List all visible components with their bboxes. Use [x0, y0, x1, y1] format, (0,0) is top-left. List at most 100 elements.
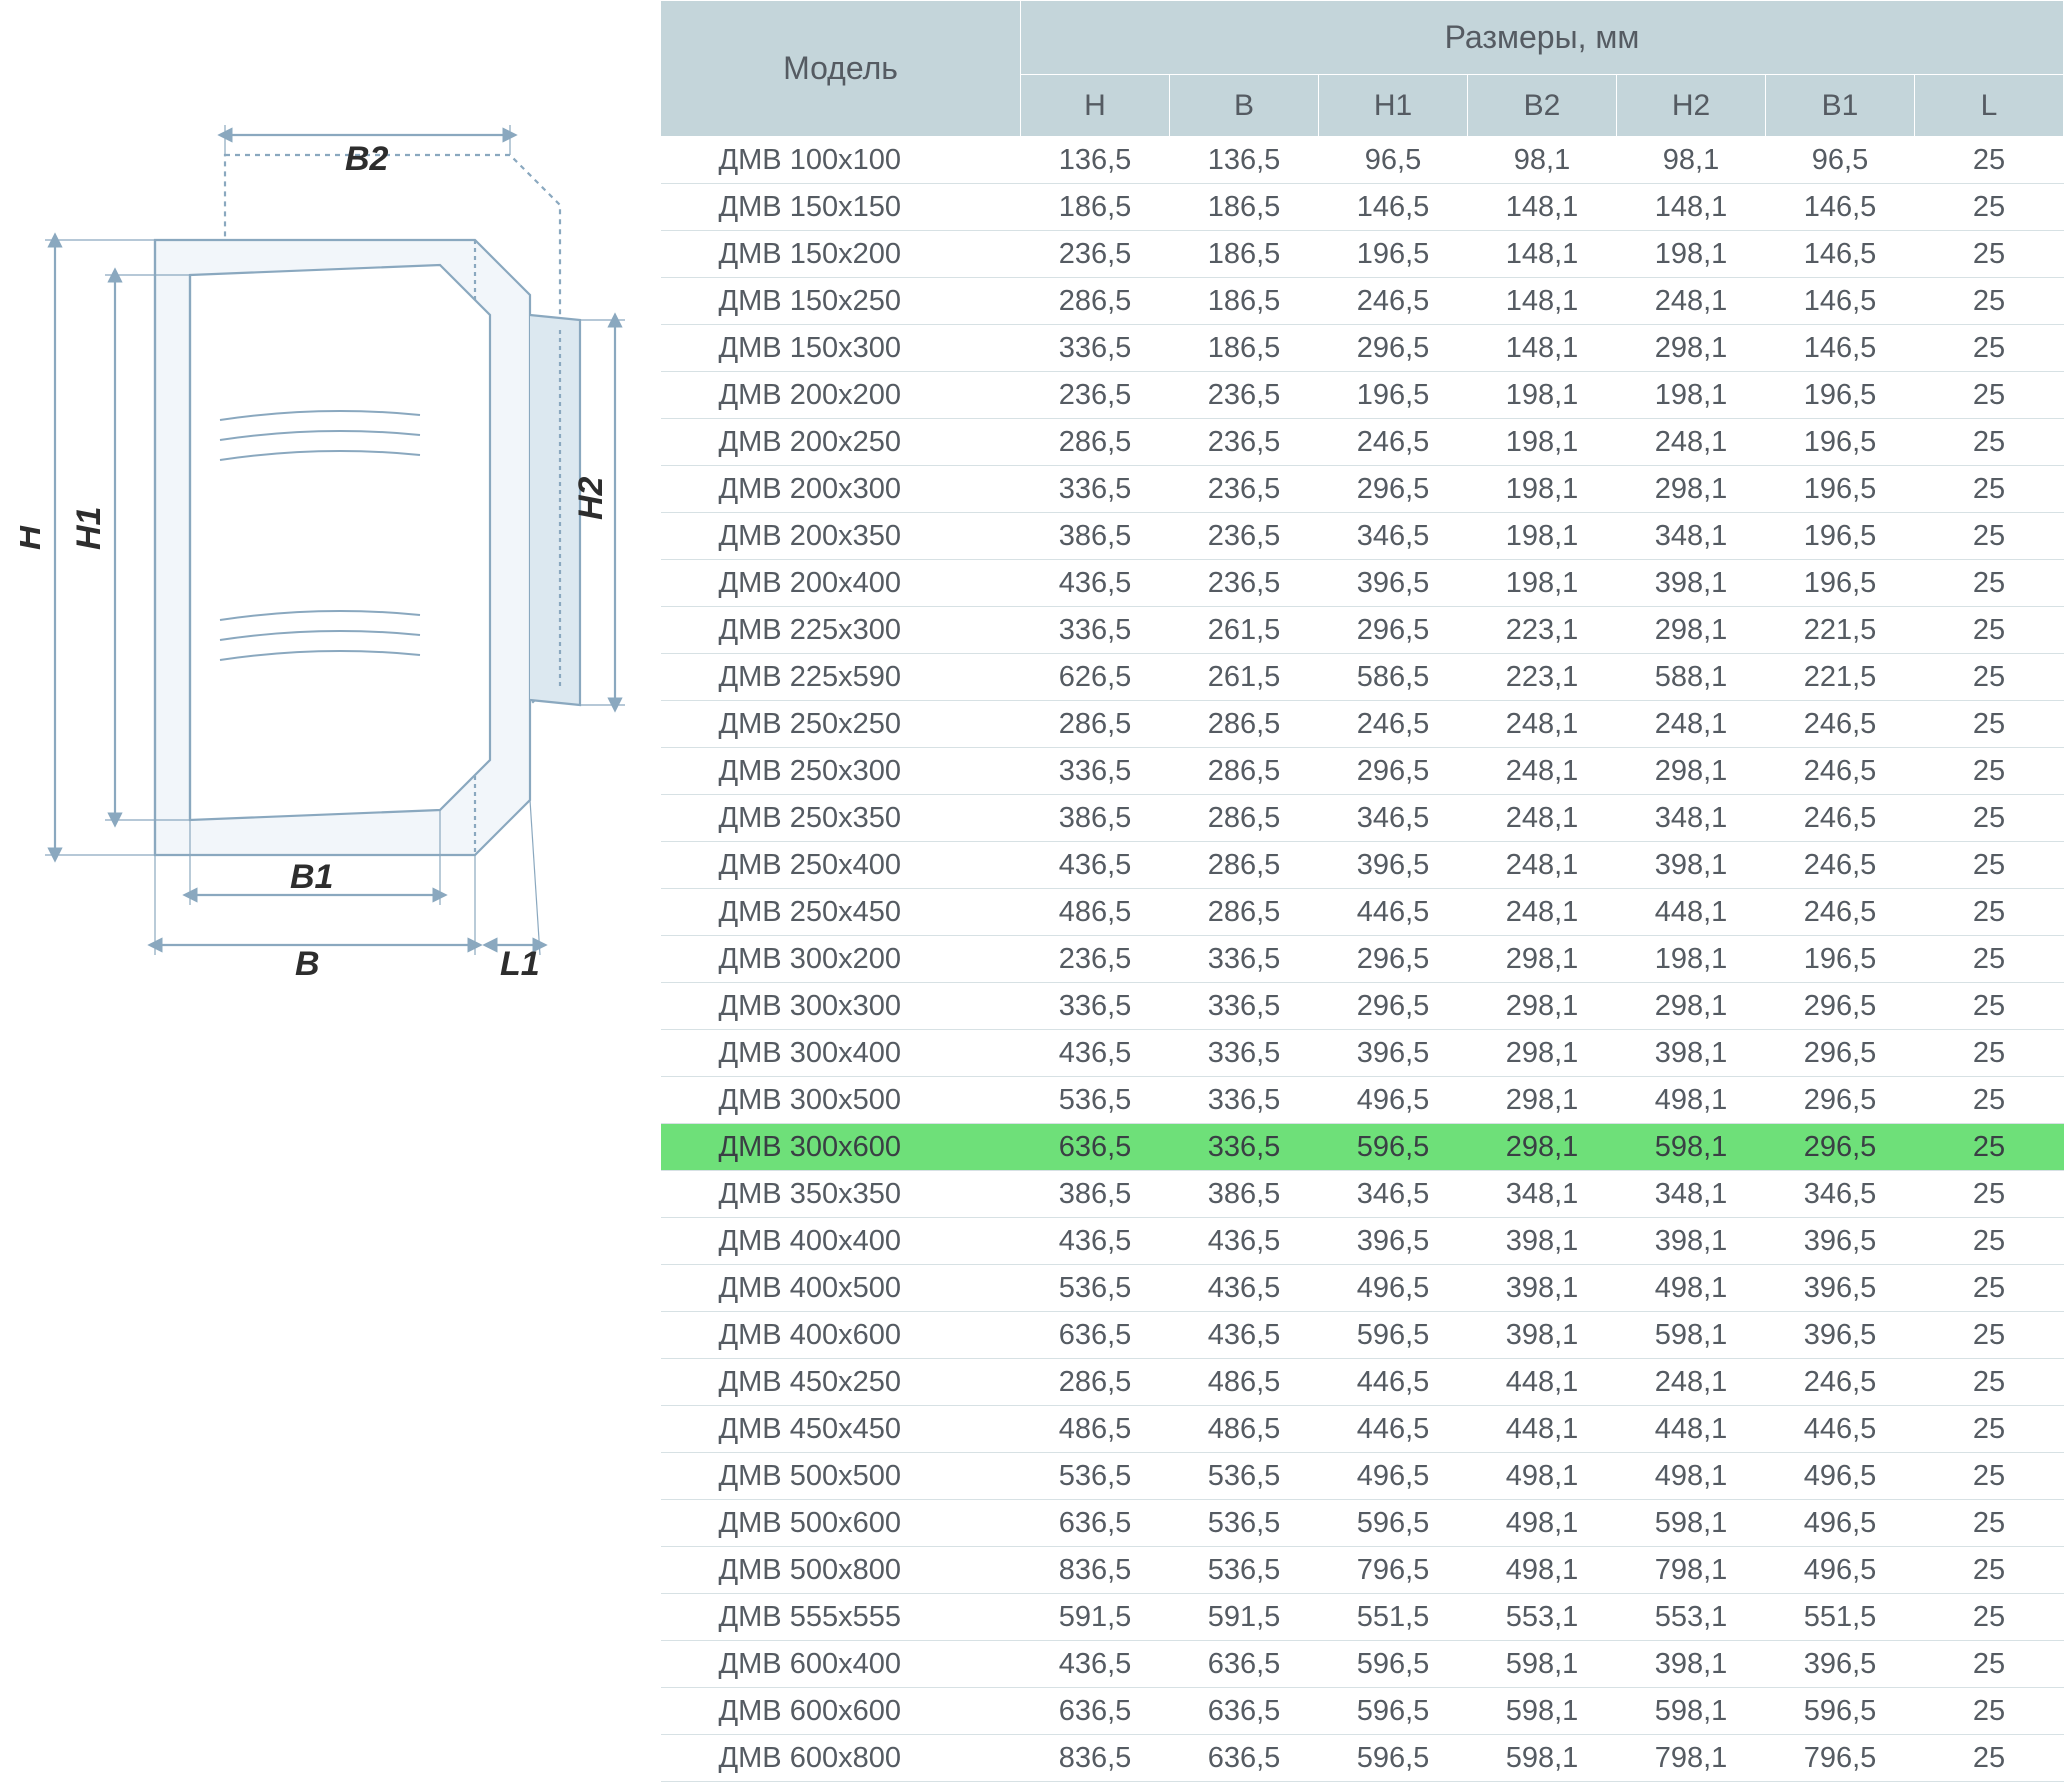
value-cell: 398,1	[1617, 1218, 1766, 1265]
model-cell: ДМВ 450х250	[661, 1359, 1021, 1406]
value-cell: 236,5	[1170, 372, 1319, 419]
value-cell: 298,1	[1468, 936, 1617, 983]
value-cell: 336,5	[1170, 1030, 1319, 1077]
value-cell: 596,5	[1319, 1500, 1468, 1547]
value-cell: 836,5	[1021, 1547, 1170, 1594]
model-cell: ДМВ 250х300	[661, 748, 1021, 795]
value-cell: 296,5	[1319, 607, 1468, 654]
table-row: ДМВ 600х600636,5636,5596,5598,1598,1596,…	[661, 1688, 2064, 1735]
value-cell: 25	[1915, 325, 2064, 372]
value-cell: 596,5	[1319, 1312, 1468, 1359]
model-cell: ДМВ 300х600	[661, 1124, 1021, 1171]
value-cell: 436,5	[1170, 1312, 1319, 1359]
model-cell: ДМВ 300х400	[661, 1030, 1021, 1077]
model-cell: ДМВ 250х250	[661, 701, 1021, 748]
table-row: ДМВ 300х600636,5336,5596,5298,1598,1296,…	[661, 1124, 2064, 1171]
value-cell: 186,5	[1170, 278, 1319, 325]
value-cell: 486,5	[1170, 1406, 1319, 1453]
value-cell: 186,5	[1021, 184, 1170, 231]
value-cell: 596,5	[1319, 1641, 1468, 1688]
value-cell: 25	[1915, 278, 2064, 325]
value-cell: 436,5	[1170, 1218, 1319, 1265]
model-cell: ДМВ 400х500	[661, 1265, 1021, 1312]
value-cell: 436,5	[1170, 1265, 1319, 1312]
value-cell: 261,5	[1170, 607, 1319, 654]
value-cell: 296,5	[1766, 983, 1915, 1030]
table-row: ДМВ 200х200236,5236,5196,5198,1198,1196,…	[661, 372, 2064, 419]
value-cell: 298,1	[1468, 1077, 1617, 1124]
model-cell: ДМВ 200х350	[661, 513, 1021, 560]
value-cell: 536,5	[1021, 1265, 1170, 1312]
value-cell: 286,5	[1170, 842, 1319, 889]
table-body: ДМВ 100х100136,5136,596,598,198,196,525 Д…	[661, 137, 2064, 1782]
value-cell: 536,5	[1170, 1500, 1319, 1547]
table-row: ДМВ 555х555591,5591,5551,5553,1553,1551,…	[661, 1594, 2064, 1641]
value-cell: 596,5	[1319, 1124, 1468, 1171]
table-row: ДМВ 300х500536,5336,5496,5298,1498,1296,…	[661, 1077, 2064, 1124]
model-cell: ДМВ 250х450	[661, 889, 1021, 936]
table-row: ДМВ 300х400436,5336,5396,5298,1398,1296,…	[661, 1030, 2064, 1077]
value-cell: 498,1	[1468, 1547, 1617, 1594]
table-row: ДМВ 500х600636,5536,5596,5498,1598,1496,…	[661, 1500, 2064, 1547]
table-row: ДМВ 350х350386,5386,5346,5348,1348,1346,…	[661, 1171, 2064, 1218]
value-cell: 136,5	[1021, 137, 1170, 184]
value-cell: 248,1	[1468, 842, 1617, 889]
value-cell: 25	[1915, 466, 2064, 513]
model-cell: ДМВ 200х250	[661, 419, 1021, 466]
dim-label-L1: L1	[500, 945, 540, 980]
value-cell: 25	[1915, 1453, 2064, 1500]
table-row: ДМВ 500х500536,5536,5496,5498,1498,1496,…	[661, 1453, 2064, 1500]
value-cell: 25	[1915, 842, 2064, 889]
table-row: ДМВ 450х250286,5486,5446,5448,1248,1246,…	[661, 1359, 2064, 1406]
value-cell: 296,5	[1319, 936, 1468, 983]
value-cell: 248,1	[1617, 701, 1766, 748]
value-cell: 626,5	[1021, 654, 1170, 701]
value-cell: 198,1	[1468, 419, 1617, 466]
value-cell: 636,5	[1021, 1500, 1170, 1547]
value-cell: 398,1	[1617, 842, 1766, 889]
value-cell: 186,5	[1170, 184, 1319, 231]
value-cell: 286,5	[1170, 889, 1319, 936]
value-cell: 148,1	[1468, 184, 1617, 231]
value-cell: 396,5	[1319, 1030, 1468, 1077]
table-row: ДМВ 200х300336,5236,5296,5198,1298,1196,…	[661, 466, 2064, 513]
model-cell: ДМВ 150х300	[661, 325, 1021, 372]
value-cell: 246,5	[1766, 842, 1915, 889]
value-cell: 25	[1915, 560, 2064, 607]
value-cell: 553,1	[1617, 1594, 1766, 1641]
value-cell: 196,5	[1766, 560, 1915, 607]
value-cell: 346,5	[1319, 513, 1468, 560]
value-cell: 496,5	[1766, 1453, 1915, 1500]
value-cell: 446,5	[1319, 889, 1468, 936]
model-cell: ДМВ 300х500	[661, 1077, 1021, 1124]
value-cell: 396,5	[1766, 1312, 1915, 1359]
value-cell: 196,5	[1319, 372, 1468, 419]
value-cell: 286,5	[1170, 701, 1319, 748]
value-cell: 198,1	[1468, 372, 1617, 419]
value-cell: 198,1	[1617, 936, 1766, 983]
table-row: ДМВ 225х590626,5261,5586,5223,1588,1221,…	[661, 654, 2064, 701]
table-row: ДМВ 100х100136,5136,596,598,198,196,525	[661, 137, 2064, 184]
value-cell: 536,5	[1170, 1453, 1319, 1500]
value-cell: 298,1	[1617, 607, 1766, 654]
value-cell: 236,5	[1170, 560, 1319, 607]
value-cell: 246,5	[1319, 419, 1468, 466]
value-cell: 198,1	[1617, 231, 1766, 278]
value-cell: 596,5	[1319, 1735, 1468, 1782]
value-cell: 398,1	[1468, 1218, 1617, 1265]
value-cell: 25	[1915, 795, 2064, 842]
table-row: ДМВ 200х400436,5236,5396,5198,1398,1196,…	[661, 560, 2064, 607]
value-cell: 348,1	[1617, 513, 1766, 560]
value-cell: 296,5	[1766, 1030, 1915, 1077]
table-row: ДМВ 200х250286,5236,5246,5198,1248,1196,…	[661, 419, 2064, 466]
model-cell: ДМВ 300х200	[661, 936, 1021, 983]
value-cell: 248,1	[1617, 1359, 1766, 1406]
table-row: ДМВ 250х350386,5286,5346,5248,1348,1246,…	[661, 795, 2064, 842]
model-cell: ДМВ 200х400	[661, 560, 1021, 607]
value-cell: 346,5	[1319, 1171, 1468, 1218]
value-cell: 298,1	[1468, 1124, 1617, 1171]
value-cell: 446,5	[1319, 1359, 1468, 1406]
model-cell: ДМВ 400х400	[661, 1218, 1021, 1265]
value-cell: 596,5	[1319, 1688, 1468, 1735]
value-cell: 398,1	[1617, 1641, 1766, 1688]
